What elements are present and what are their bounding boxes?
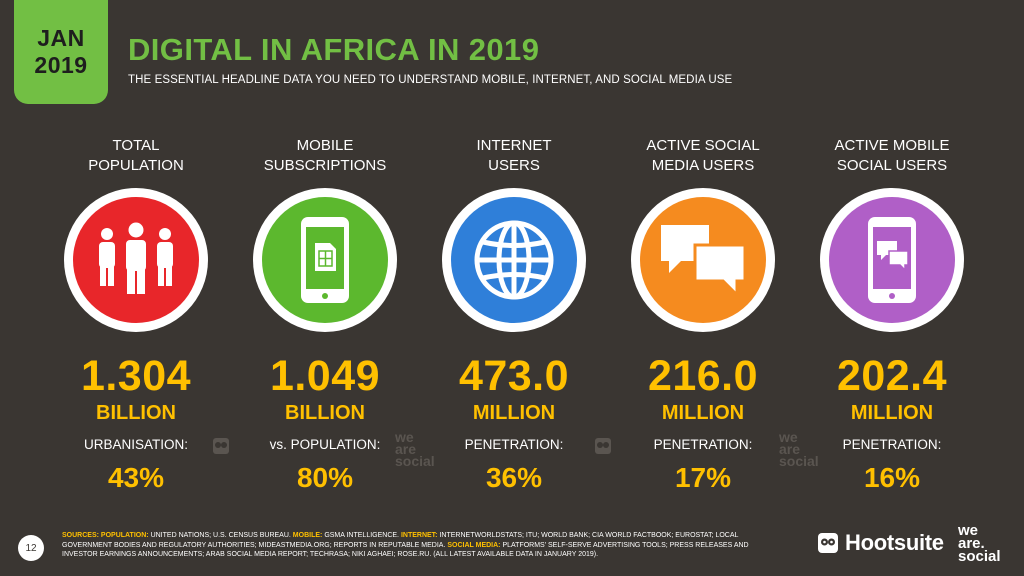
owl-watermark-icon	[595, 438, 611, 454]
page-number: 12	[18, 535, 44, 561]
stat-sub-value: 16%	[863, 462, 921, 493]
badge-year: 2019	[34, 52, 88, 78]
stat-sub-label: vs. POPULATION:	[269, 437, 381, 452]
stats-row: TOTAL POPULATION	[42, 136, 986, 506]
stat-label: ACTIVE SOCIAL MEDIA USERS	[646, 137, 760, 174]
stat-sub-value: 80%	[296, 462, 354, 493]
we-are-social-logo: we are. social	[958, 522, 1001, 565]
date-badge: JAN 2019	[14, 0, 108, 104]
stat-circle	[631, 188, 775, 332]
stat-sub-label: PENETRATION:	[653, 437, 753, 452]
stat-label: ACTIVE MOBILE SOCIAL USERS	[834, 137, 950, 174]
stat-active-social-media-users: ACTIVE SOCIAL MEDIA USERS 216.0 MILLION …	[609, 136, 819, 506]
stat-label: TOTAL POPULATION	[88, 137, 184, 174]
owl-watermark-icon	[213, 438, 229, 454]
stat-unit: MILLION	[472, 402, 556, 424]
stat-sub-value: 43%	[107, 462, 165, 493]
stat-sub-value: 17%	[674, 462, 732, 493]
globe-icon	[451, 197, 577, 323]
stat-value: 216.0	[647, 352, 759, 400]
stat-sub-value: 36%	[485, 462, 543, 493]
stat-mobile-subscriptions: MOBILE SUBSCRIPTIONS 1.049 BILLION	[231, 136, 435, 506]
we-are-social-watermark: we are social	[779, 429, 819, 469]
stat-circle	[253, 188, 397, 332]
chat-bubbles-icon	[640, 197, 766, 323]
people-icon	[73, 197, 199, 323]
stat-circle	[820, 188, 964, 332]
stat-label: MOBILE SUBSCRIPTIONS	[263, 137, 387, 174]
stat-sub-label: PENETRATION:	[464, 437, 564, 452]
stat-value: 1.304	[80, 352, 192, 400]
stat-unit: MILLION	[661, 402, 745, 424]
stat-value: 473.0	[458, 352, 570, 400]
stat-total-population: TOTAL POPULATION	[42, 136, 230, 506]
owl-logo-icon	[818, 533, 838, 553]
stat-unit: MILLION	[850, 402, 934, 424]
stat-circle	[442, 188, 586, 332]
stat-label: INTERNET USERS	[476, 137, 552, 174]
stat-sub-label: URBANISATION:	[83, 437, 188, 452]
page-title: DIGITAL IN AFRICA IN 2019	[128, 32, 540, 67]
we-are-social-watermark: we are social	[395, 429, 435, 469]
sources-text: SOURCES: POPULATION: UNITED NATIONS; U.S…	[62, 532, 749, 558]
stat-internet-users: INTERNET USERS 473.0 MILLION PENETR	[420, 136, 608, 506]
badge-month: JAN	[37, 25, 85, 51]
mobile-sim-icon	[262, 197, 388, 323]
stat-unit: BILLION	[96, 402, 176, 424]
stat-circle	[64, 188, 208, 332]
stat-value: 1.049	[269, 352, 381, 400]
stat-sub-label: PENETRATION:	[842, 437, 942, 452]
hootsuite-logo: Hootsuite	[817, 530, 944, 556]
stat-value: 202.4	[836, 352, 948, 400]
page-subtitle: THE ESSENTIAL HEADLINE DATA YOU NEED TO …	[128, 74, 733, 86]
stat-unit: BILLION	[285, 402, 365, 424]
stat-active-mobile-social-users: ACTIVE MOBILE SOCIAL USERS 202.4 MILLION…	[798, 136, 986, 506]
mobile-chat-icon	[829, 197, 955, 323]
